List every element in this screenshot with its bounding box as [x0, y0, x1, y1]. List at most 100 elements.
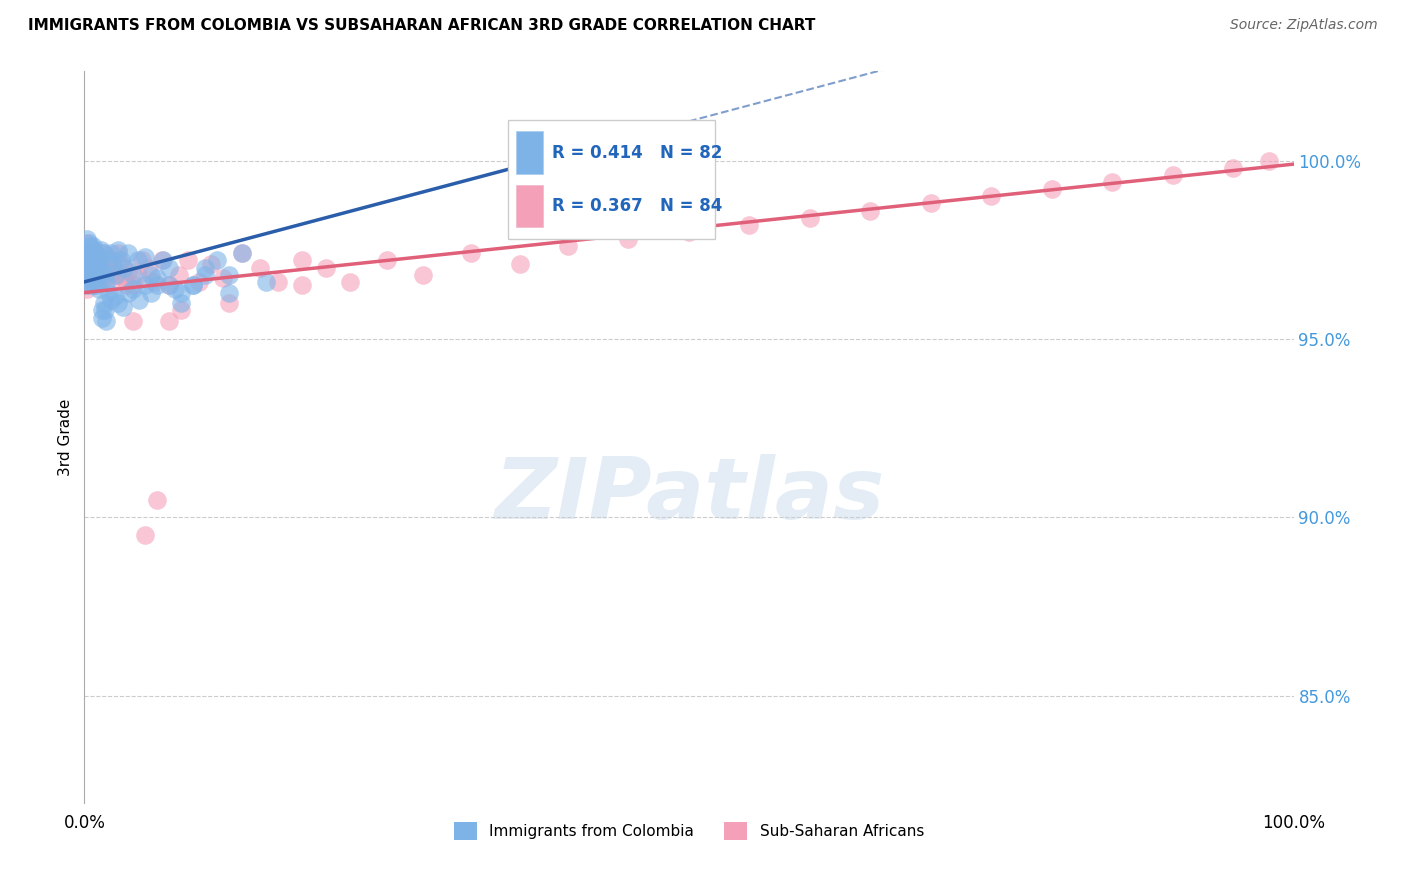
Point [77, 260, 100, 275]
Point [112, 271, 135, 285]
Point [146, 278, 169, 293]
Point [79, 239, 101, 253]
Point [100, 275, 122, 289]
Point [75, 271, 97, 285]
Point [267, 275, 290, 289]
Legend: Immigrants from Colombia, Sub-Saharan Africans: Immigrants from Colombia, Sub-Saharan Af… [447, 815, 931, 847]
Point [121, 282, 143, 296]
Point [339, 275, 361, 289]
Point [82, 243, 104, 257]
Point [94, 275, 117, 289]
Point [80, 264, 103, 278]
Point [139, 268, 162, 282]
Point [231, 246, 253, 260]
Point [134, 250, 156, 264]
Point [89, 275, 111, 289]
Point [134, 278, 156, 293]
Point [146, 271, 169, 285]
Point [157, 278, 180, 293]
Point [170, 303, 193, 318]
Point [103, 253, 125, 268]
Point [1040, 182, 1063, 196]
Point [1161, 168, 1184, 182]
Point [91, 264, 114, 278]
Point [181, 278, 204, 293]
Point [107, 296, 129, 310]
Point [194, 260, 217, 275]
Point [94, 268, 117, 282]
Y-axis label: 3rd Grade: 3rd Grade [58, 399, 73, 475]
Point [77, 275, 100, 289]
Point [738, 218, 761, 232]
Point [76, 282, 98, 296]
Point [90, 253, 112, 268]
Text: Source: ZipAtlas.com: Source: ZipAtlas.com [1230, 18, 1378, 32]
Point [121, 268, 143, 282]
Point [79, 268, 101, 282]
Point [617, 232, 640, 246]
Point [93, 257, 115, 271]
Point [218, 296, 240, 310]
Point [139, 285, 162, 300]
Point [77, 235, 100, 250]
Point [177, 253, 200, 268]
Point [87, 260, 110, 275]
Point [131, 253, 153, 268]
Point [375, 253, 398, 268]
Point [128, 293, 150, 307]
Point [117, 264, 139, 278]
Point [165, 282, 187, 296]
Point [1222, 161, 1244, 175]
Point [84, 246, 107, 260]
Text: R = 0.367   N = 84: R = 0.367 N = 84 [551, 197, 721, 215]
Point [83, 243, 105, 257]
Point [107, 243, 129, 257]
Point [110, 257, 132, 271]
Point [90, 243, 112, 257]
Point [82, 260, 104, 275]
Text: IMMIGRANTS FROM COLOMBIA VS SUBSAHARAN AFRICAN 3RD GRADE CORRELATION CHART: IMMIGRANTS FROM COLOMBIA VS SUBSAHARAN A… [28, 18, 815, 33]
Point [143, 275, 166, 289]
Point [91, 310, 114, 325]
Point [509, 257, 531, 271]
Point [212, 271, 235, 285]
Point [84, 246, 107, 260]
Point [76, 278, 98, 293]
Point [77, 253, 100, 268]
Point [200, 257, 222, 271]
Point [127, 268, 149, 282]
Point [181, 278, 204, 293]
Point [97, 260, 120, 275]
Point [76, 235, 98, 250]
Point [77, 275, 100, 289]
Point [86, 257, 108, 271]
Point [117, 285, 139, 300]
Point [84, 257, 107, 271]
Point [93, 246, 115, 260]
Point [678, 225, 700, 239]
Point [75, 268, 97, 282]
Point [138, 260, 160, 275]
Point [97, 285, 120, 300]
Point [84, 268, 107, 282]
Point [134, 528, 156, 542]
Point [207, 253, 229, 268]
Point [291, 278, 314, 293]
Point [82, 278, 104, 293]
Point [86, 278, 108, 293]
Point [76, 257, 98, 271]
Point [83, 268, 105, 282]
Point [86, 271, 108, 285]
Point [920, 196, 942, 211]
Point [104, 268, 127, 282]
Point [94, 303, 117, 318]
Point [93, 296, 115, 310]
Point [167, 268, 190, 282]
Point [170, 285, 193, 300]
Point [103, 257, 125, 271]
Point [80, 250, 103, 264]
Point [77, 264, 100, 278]
Point [157, 278, 180, 293]
Text: R = 0.414   N = 82: R = 0.414 N = 82 [551, 144, 721, 161]
Point [82, 239, 104, 253]
